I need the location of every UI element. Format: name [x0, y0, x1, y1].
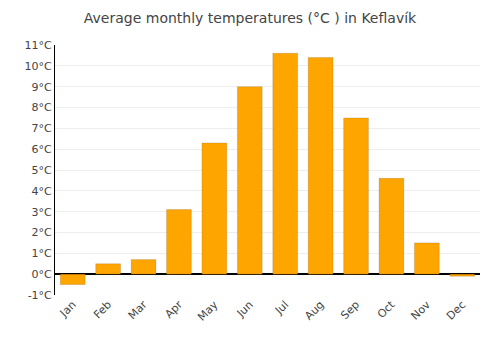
svg-text:Jul: Jul [272, 298, 291, 317]
svg-text:7°C: 7°C [32, 122, 52, 135]
svg-text:4°C: 4°C [32, 185, 52, 198]
svg-text:May: May [195, 298, 221, 324]
svg-text:8°C: 8°C [32, 101, 52, 114]
svg-text:9°C: 9°C [32, 81, 52, 94]
svg-text:6°C: 6°C [32, 143, 52, 156]
svg-text:11°C: 11°C [25, 39, 52, 52]
svg-text:Jan: Jan [57, 298, 79, 320]
svg-text:-1°C: -1°C [28, 289, 52, 302]
svg-text:Oct: Oct [375, 298, 398, 321]
svg-text:Aug: Aug [302, 298, 326, 322]
svg-text:Mar: Mar [126, 298, 150, 322]
svg-text:0°C: 0°C [32, 268, 52, 281]
svg-text:2°C: 2°C [32, 226, 52, 239]
svg-text:Jun: Jun [234, 298, 256, 320]
svg-text:1°C: 1°C [32, 247, 52, 260]
svg-text:Sep: Sep [338, 298, 362, 322]
svg-text:3°C: 3°C [32, 206, 52, 219]
svg-text:10°C: 10°C [25, 60, 52, 73]
svg-text:Nov: Nov [409, 298, 434, 323]
svg-text:5°C: 5°C [32, 164, 52, 177]
svg-text:Feb: Feb [91, 298, 114, 321]
svg-text:Dec: Dec [444, 298, 468, 322]
svg-text:Apr: Apr [162, 298, 185, 321]
svg-text:Average monthly temperatures (: Average monthly temperatures (°C ) in Ke… [84, 10, 417, 26]
